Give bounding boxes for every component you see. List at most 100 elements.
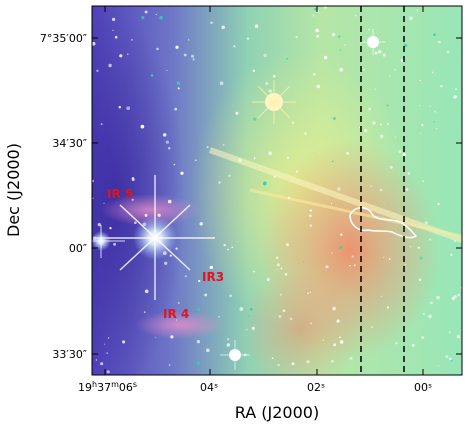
star-point bbox=[449, 357, 452, 361]
star-point bbox=[218, 181, 221, 184]
y-tick-label: 00″ bbox=[69, 242, 87, 255]
star-point bbox=[295, 170, 299, 173]
star-point bbox=[445, 354, 449, 359]
plot-frame bbox=[91, 5, 463, 376]
star-point bbox=[333, 117, 336, 120]
star-point bbox=[289, 317, 293, 321]
star-point bbox=[386, 306, 390, 309]
star-point bbox=[288, 196, 291, 199]
star-point bbox=[339, 336, 341, 339]
star-point bbox=[286, 156, 290, 160]
star-point bbox=[421, 336, 425, 340]
star-point bbox=[309, 291, 312, 294]
star-point bbox=[316, 84, 321, 89]
star-point bbox=[155, 14, 157, 16]
star-point bbox=[363, 68, 366, 71]
star-point bbox=[170, 335, 174, 339]
star-point bbox=[159, 15, 163, 20]
star-point bbox=[284, 273, 288, 276]
star-point bbox=[228, 174, 231, 177]
region-label: IR 4 bbox=[163, 307, 189, 321]
star-point bbox=[187, 168, 189, 171]
star-point bbox=[291, 121, 295, 124]
star-point bbox=[419, 105, 421, 107]
star-point bbox=[304, 132, 307, 135]
star-point bbox=[312, 14, 315, 17]
star-point bbox=[100, 123, 103, 126]
star-point bbox=[433, 33, 436, 37]
star-point bbox=[404, 44, 408, 47]
x-tick-label: 19h37m06s bbox=[78, 380, 137, 394]
star-point bbox=[363, 128, 368, 133]
star-point bbox=[164, 261, 168, 265]
star-point bbox=[162, 133, 167, 137]
star-point bbox=[268, 89, 272, 93]
bright-star bbox=[220, 340, 250, 370]
star-point bbox=[394, 68, 397, 71]
star-point bbox=[455, 88, 457, 90]
star-point bbox=[222, 144, 225, 146]
star-point bbox=[104, 343, 106, 345]
star-point bbox=[112, 29, 114, 32]
star-point bbox=[252, 69, 256, 72]
x-tick-label: 04ˢ bbox=[200, 381, 218, 394]
axis-ticks bbox=[92, 6, 462, 375]
x-axis-label: RA (J2000) bbox=[235, 403, 319, 422]
star-field bbox=[92, 6, 462, 374]
star-point bbox=[383, 256, 385, 259]
star-point bbox=[194, 159, 197, 162]
star-point bbox=[144, 289, 149, 294]
star-point bbox=[221, 25, 226, 30]
star-point bbox=[315, 28, 320, 33]
star-point bbox=[150, 74, 154, 77]
star-point bbox=[276, 269, 278, 271]
star-point bbox=[271, 357, 274, 359]
star-point bbox=[109, 226, 112, 230]
star-point bbox=[440, 84, 443, 88]
star-point bbox=[165, 140, 170, 144]
star-point bbox=[166, 69, 168, 71]
star-point bbox=[226, 343, 231, 347]
star-point bbox=[339, 245, 343, 249]
star-point bbox=[95, 359, 98, 361]
bright-star bbox=[92, 225, 125, 258]
star-point bbox=[314, 7, 317, 11]
star-point bbox=[197, 307, 201, 312]
star-point bbox=[266, 278, 270, 281]
star-point bbox=[386, 104, 389, 107]
star-point bbox=[438, 365, 440, 367]
star-point bbox=[407, 172, 411, 175]
star-point bbox=[253, 157, 256, 160]
star-point bbox=[374, 51, 378, 55]
star-point bbox=[330, 202, 332, 205]
star-point bbox=[436, 295, 440, 300]
star-point bbox=[386, 122, 390, 126]
star-point bbox=[248, 315, 250, 317]
star-point bbox=[122, 340, 126, 344]
star-point bbox=[96, 69, 99, 72]
x-tick-label: 00ˢ bbox=[414, 381, 432, 394]
star-point bbox=[106, 352, 108, 354]
star-point bbox=[370, 185, 373, 188]
star-point bbox=[409, 245, 412, 248]
star-point bbox=[309, 214, 312, 218]
star-point bbox=[276, 263, 280, 267]
star-point bbox=[126, 106, 131, 111]
star-point bbox=[419, 132, 421, 134]
star-point bbox=[154, 336, 157, 339]
star-point bbox=[402, 153, 406, 157]
star-point bbox=[405, 188, 409, 191]
star-point bbox=[282, 309, 286, 313]
star-point bbox=[453, 95, 457, 99]
star-point bbox=[434, 110, 437, 113]
star-point bbox=[231, 246, 233, 249]
star-point bbox=[324, 6, 327, 9]
star-point bbox=[419, 256, 423, 260]
star-point bbox=[237, 240, 239, 243]
star-point bbox=[229, 294, 232, 298]
star-point bbox=[295, 36, 298, 39]
star-point bbox=[119, 54, 123, 58]
star-point bbox=[422, 180, 424, 182]
star-point bbox=[97, 222, 101, 227]
star-point bbox=[457, 294, 460, 297]
